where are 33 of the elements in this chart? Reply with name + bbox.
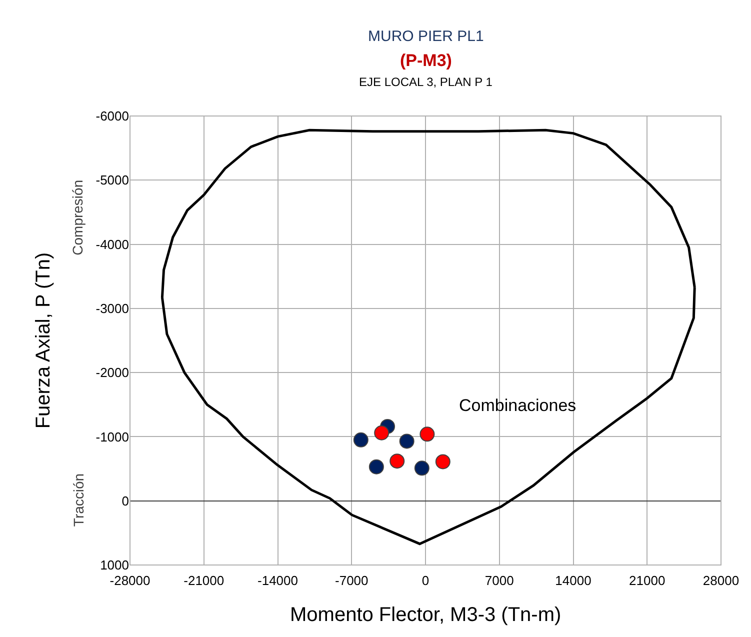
x-tick-label: 7000 [484, 573, 514, 588]
point [420, 426, 435, 442]
x-tick-label: -7000 [335, 573, 368, 588]
x-tick-label: 21000 [629, 573, 666, 588]
chart-subtitle: (P-M3) [400, 51, 452, 70]
y-tick-label: -5000 [96, 172, 129, 188]
y-tick-label: -3000 [96, 300, 129, 316]
x-tick-label: 0 [422, 573, 430, 588]
point [414, 460, 430, 476]
y-tick-label: -1000 [96, 429, 129, 444]
point [353, 432, 368, 448]
y-tick-label: -6000 [96, 108, 129, 124]
point [435, 454, 450, 470]
chart-title: MURO PIER PL1 [368, 28, 484, 45]
x-axis-title: Momento Flector, M3-3 (Tn-m) [290, 604, 562, 626]
x-tick-label: -14000 [258, 573, 298, 588]
y-tick-label: -4000 [96, 236, 129, 252]
point [390, 454, 405, 469]
y-tick-label: 1000 [100, 558, 129, 573]
text: EJE LOCAL 3, PLAN P 1 [359, 75, 493, 89]
point [368, 459, 384, 474]
annotation: Combinaciones [459, 396, 576, 415]
x-tick-label: -21000 [184, 573, 224, 588]
point [374, 425, 390, 440]
x-tick-label: -28000 [110, 573, 150, 588]
point [399, 434, 414, 449]
y-axis-title: Fuerza Axial, P (Tn) [32, 252, 54, 429]
y-tick-label: -2000 [96, 365, 129, 380]
x-tick-label: 14000 [555, 573, 592, 588]
y-tick-label: 0 [122, 493, 129, 508]
x-tick-label: 28000 [702, 573, 740, 588]
text: Compresión [70, 180, 86, 256]
text: Tracción [70, 473, 86, 527]
